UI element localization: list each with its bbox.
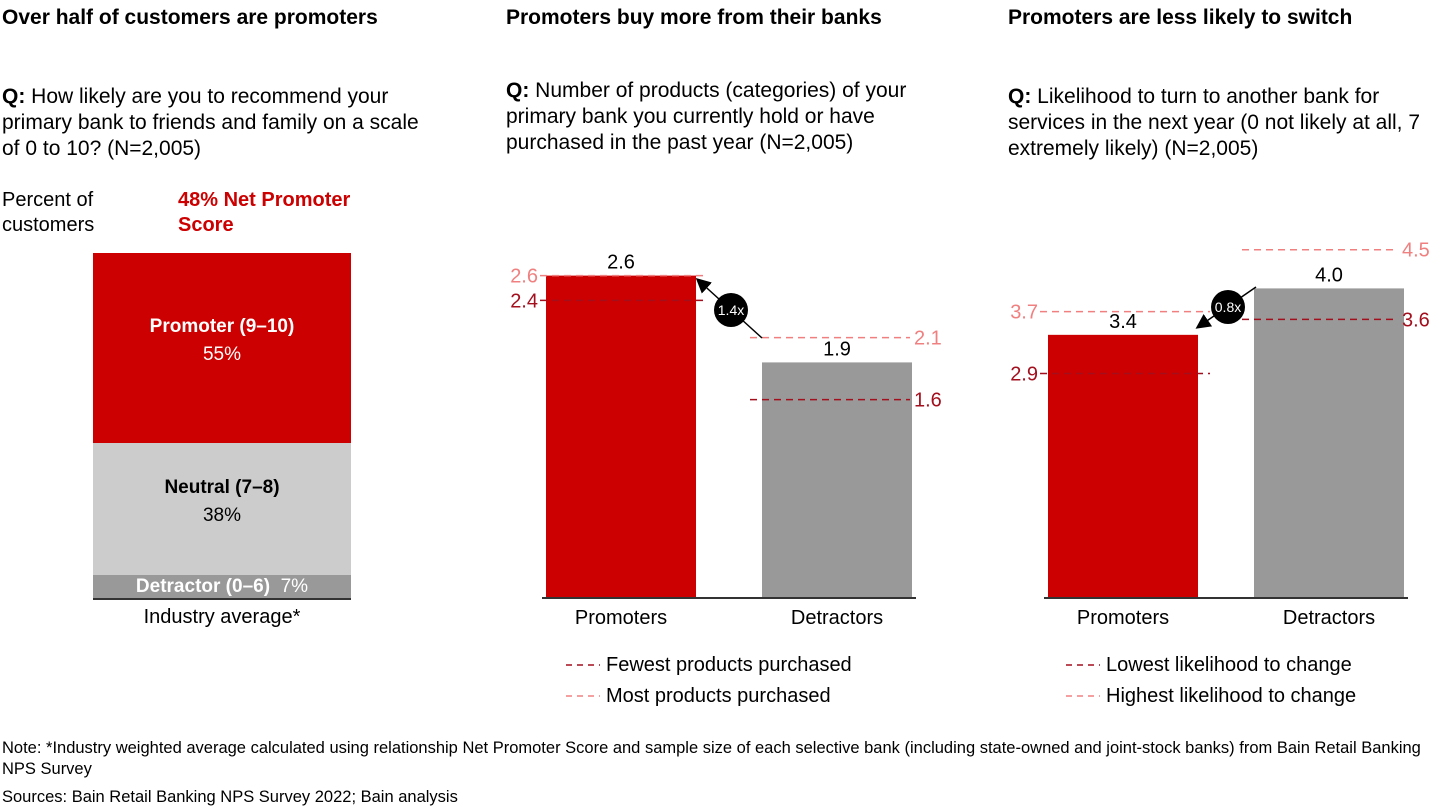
stacked-bar-chart: Promoter (9–10) 55% Neutral (7–8) 38% Detrac… — [93, 253, 351, 599]
range-min-label: 2.4 — [510, 290, 538, 312]
segment-value-label: 55% — [202, 344, 242, 366]
panel2-q-prefix: Q: — [506, 79, 530, 102]
panel1-q-prefix: Q: — [2, 85, 26, 108]
bar-value-label: 4.0 — [1315, 264, 1343, 286]
ratio-bubble — [1211, 290, 1245, 324]
range-max-label: 2.6 — [510, 266, 538, 288]
category-label: Detractors — [1283, 607, 1375, 629]
panel1-ylabel: Percent of customers — [2, 189, 95, 236]
bar-detractors — [762, 362, 912, 598]
legend-label: Fewest products purchased — [606, 654, 852, 676]
range-min-label: 1.6 — [914, 390, 942, 412]
range-max-label: 2.1 — [914, 328, 942, 350]
panel3-chart: 3.4 Promoters 4.0 Detractors 2.9 3.7 3.6 4.5 0.8… — [1010, 240, 1430, 707]
stack-segment-promoter: Promoter (9–10) 55% — [93, 253, 351, 444]
category-label: Promoters — [1077, 607, 1169, 629]
panel1-title: Over half of customers are promoters — [2, 6, 378, 29]
bar-detractors — [1254, 288, 1404, 598]
panel3-title: Promoters are less likely to switch — [1008, 6, 1353, 29]
segment-detractor-label: Detractor (0–6) 7% — [93, 575, 351, 599]
panel1-question-text: How likely are you to recommend your pri… — [2, 85, 419, 160]
panel1-baseline — [93, 598, 351, 600]
panel1-category-label: Industry average* — [143, 606, 301, 628]
category-label: Promoters — [575, 607, 667, 629]
segment-name-label: Promoter (9–10) — [149, 316, 295, 338]
bar-value-label: 1.9 — [823, 338, 851, 360]
stack-segment-neutral: Neutral (7–8) 38% — [93, 443, 351, 575]
bar-value-label: 2.6 — [607, 252, 635, 274]
legend-label: Most products purchased — [606, 685, 831, 707]
segment-name-label: Neutral (7–8) — [164, 477, 280, 499]
range-min-label: 2.9 — [1010, 364, 1038, 386]
panel2-question: Q: Number of products (categories) of yo… — [506, 78, 946, 156]
sources: Sources: Bain Retail Banking NPS Survey … — [2, 788, 458, 806]
segment-value-label: 38% — [202, 505, 242, 527]
bar-promoters — [1048, 334, 1198, 598]
range-max-label: 4.5 — [1402, 240, 1430, 262]
footnote: Note: *Industry weighted average calcula… — [2, 739, 1421, 778]
ratio-label: 1.4x — [718, 302, 744, 318]
range-max-label: 3.7 — [1010, 302, 1038, 324]
panel3-question: Q: Likelihood to turn to another bank fo… — [1008, 84, 1428, 162]
panel1-question: Q: How likely are you to recommend your … — [2, 84, 442, 162]
category-label: Detractors — [791, 607, 883, 629]
segment-value-label: 7% — [270, 575, 309, 597]
panel2-chart: 2.6Promoters1.9Detractors2.42.61.62.11.4… — [510, 252, 942, 707]
nps-label: 48% Net Promoter Score — [178, 189, 351, 236]
segment-name-label: Detractor (0–6) — [135, 575, 271, 597]
panel3-q-prefix: Q: — [1008, 85, 1032, 108]
panel2-title: Promoters buy more from their banks — [506, 6, 882, 29]
bar-value-label: 3.4 — [1109, 311, 1137, 333]
bar-promoters — [546, 275, 696, 598]
legend-label: Lowest likelihood to change — [1106, 654, 1352, 676]
legend-label: Highest likelihood to change — [1106, 685, 1356, 707]
ratio-bubble — [714, 293, 748, 327]
range-min-label: 3.6 — [1402, 309, 1430, 331]
panel3-question-text: Likelihood to turn to another bank for s… — [1008, 85, 1421, 160]
panel2-question-text: Number of products (categories) of your … — [506, 79, 907, 154]
ratio-label: 0.8x — [1215, 299, 1241, 315]
stack-segment-detractor: Detractor (0–6) 7% — [93, 574, 351, 599]
